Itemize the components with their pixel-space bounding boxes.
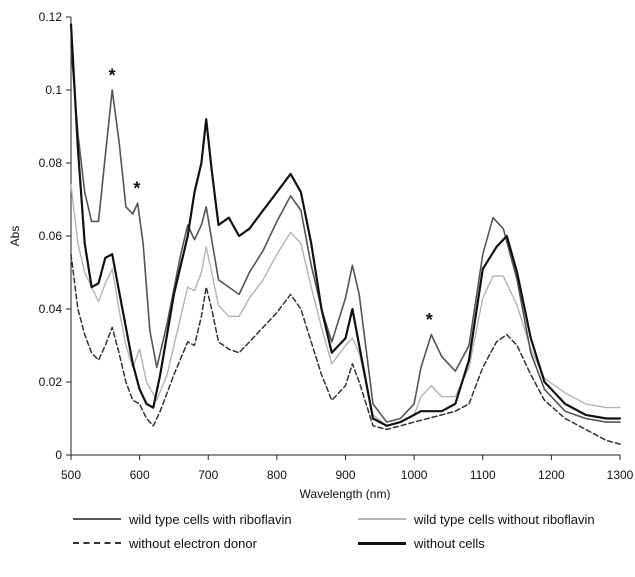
legend-swatch — [73, 518, 121, 520]
x-tick-label: 600 — [130, 468, 150, 482]
chart-svg: 0 0.02 0.04 0.06 0.08 0.1 0.12 500 600 700 800 900… — [8, 10, 634, 500]
x-tick-label: 700 — [198, 468, 218, 482]
x-tick-label: 1000 — [401, 468, 428, 482]
series-group — [69, 23, 622, 445]
legend-label: without cells — [414, 535, 485, 551]
y-ticks: 0 0.02 0.04 0.06 0.08 0.1 0.12 — [39, 10, 71, 462]
legend: wild type cells with riboflavin wild typ… — [0, 504, 635, 574]
x-tick-label: 800 — [267, 468, 287, 482]
axes — [70, 17, 620, 456]
y-tick-label: 0.04 — [39, 302, 63, 316]
series-line-without-riboflavin — [70, 184, 621, 427]
legend-label: without electron donor — [129, 535, 257, 551]
y-tick-label: 0 — [55, 448, 62, 462]
peak-asterisk: * — [109, 65, 116, 85]
series-line-without-electron-donor — [70, 253, 621, 445]
x-tick-label: 900 — [335, 468, 355, 482]
series-line-with-riboflavin — [70, 45, 621, 423]
x-ticks: 500 600 700 800 900 1000 1100 1200 1300 — [61, 455, 634, 482]
annotations: * * * — [109, 65, 433, 330]
x-tick-label: 1100 — [470, 468, 496, 482]
series-line-without-cells — [69, 23, 622, 427]
legend-item-with-riboflavin: wild type cells with riboflavin — [73, 510, 292, 528]
y-tick-label: 0.12 — [39, 10, 63, 24]
legend-item-without-riboflavin: wild type cells without riboflavin — [358, 510, 595, 528]
legend-item-without-electron-donor: without electron donor — [73, 534, 257, 552]
y-tick-label: 0.08 — [39, 156, 63, 170]
legend-label: wild type cells with riboflavin — [129, 511, 292, 527]
peak-asterisk: * — [426, 310, 433, 330]
x-axis-title: Wavelength (nm) — [300, 487, 391, 500]
x-tick-label: 1200 — [538, 468, 565, 482]
y-tick-label: 0.06 — [39, 229, 63, 243]
legend-swatch — [73, 542, 121, 544]
legend-label: wild type cells without riboflavin — [414, 511, 595, 527]
y-tick-label: 0.1 — [45, 83, 62, 97]
x-tick-label: 500 — [61, 468, 81, 482]
y-tick-label: 0.02 — [39, 375, 63, 389]
peak-asterisk: * — [133, 179, 140, 199]
legend-swatch — [358, 518, 406, 520]
legend-swatch — [358, 541, 406, 545]
x-tick-label: 1300 — [607, 468, 634, 482]
y-axis-title: Abs — [8, 226, 22, 247]
legend-item-without-cells: without cells — [358, 534, 485, 552]
